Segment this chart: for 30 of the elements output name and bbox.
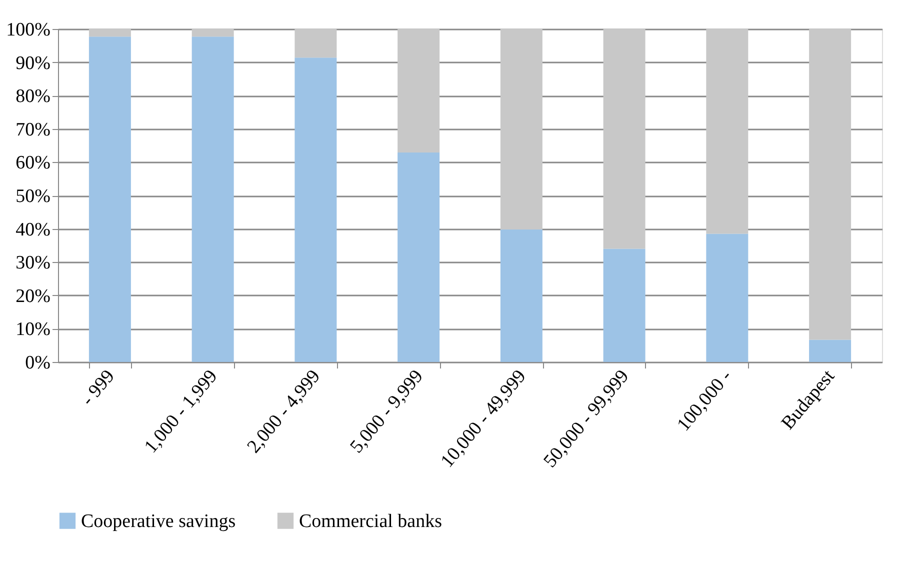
bar bbox=[192, 36, 234, 362]
y-tick-label: 100% bbox=[6, 20, 51, 40]
bar bbox=[88, 29, 131, 37]
y-tick-label: 80% bbox=[16, 86, 51, 108]
y-tick-label: 50% bbox=[16, 186, 51, 207]
y-tick-label: 0% bbox=[25, 352, 51, 374]
bar bbox=[809, 29, 852, 340]
bar bbox=[809, 340, 852, 362]
bar bbox=[192, 29, 234, 37]
bar bbox=[294, 58, 337, 362]
bar bbox=[706, 29, 748, 234]
y-tick-label: 90% bbox=[16, 52, 51, 74]
y-tick-label: 60% bbox=[16, 152, 51, 174]
y-tick-label: 20% bbox=[16, 286, 51, 307]
bar bbox=[500, 29, 542, 230]
legend-label: Cooperative savings bbox=[81, 510, 236, 532]
bar bbox=[500, 229, 542, 362]
bar bbox=[88, 36, 131, 362]
bar bbox=[603, 29, 646, 249]
bar bbox=[398, 152, 440, 362]
y-tick-label: 30% bbox=[16, 252, 51, 274]
y-tick-label: 70% bbox=[16, 119, 51, 140]
bar bbox=[294, 29, 337, 58]
legend-label: Commercial banks bbox=[299, 510, 442, 532]
y-tick-label: 10% bbox=[16, 319, 51, 340]
bar bbox=[603, 248, 646, 362]
bar bbox=[398, 29, 440, 153]
y-tick-label: 40% bbox=[16, 219, 51, 240]
x-tick-label: - 999 bbox=[77, 366, 119, 410]
bar bbox=[706, 234, 748, 362]
